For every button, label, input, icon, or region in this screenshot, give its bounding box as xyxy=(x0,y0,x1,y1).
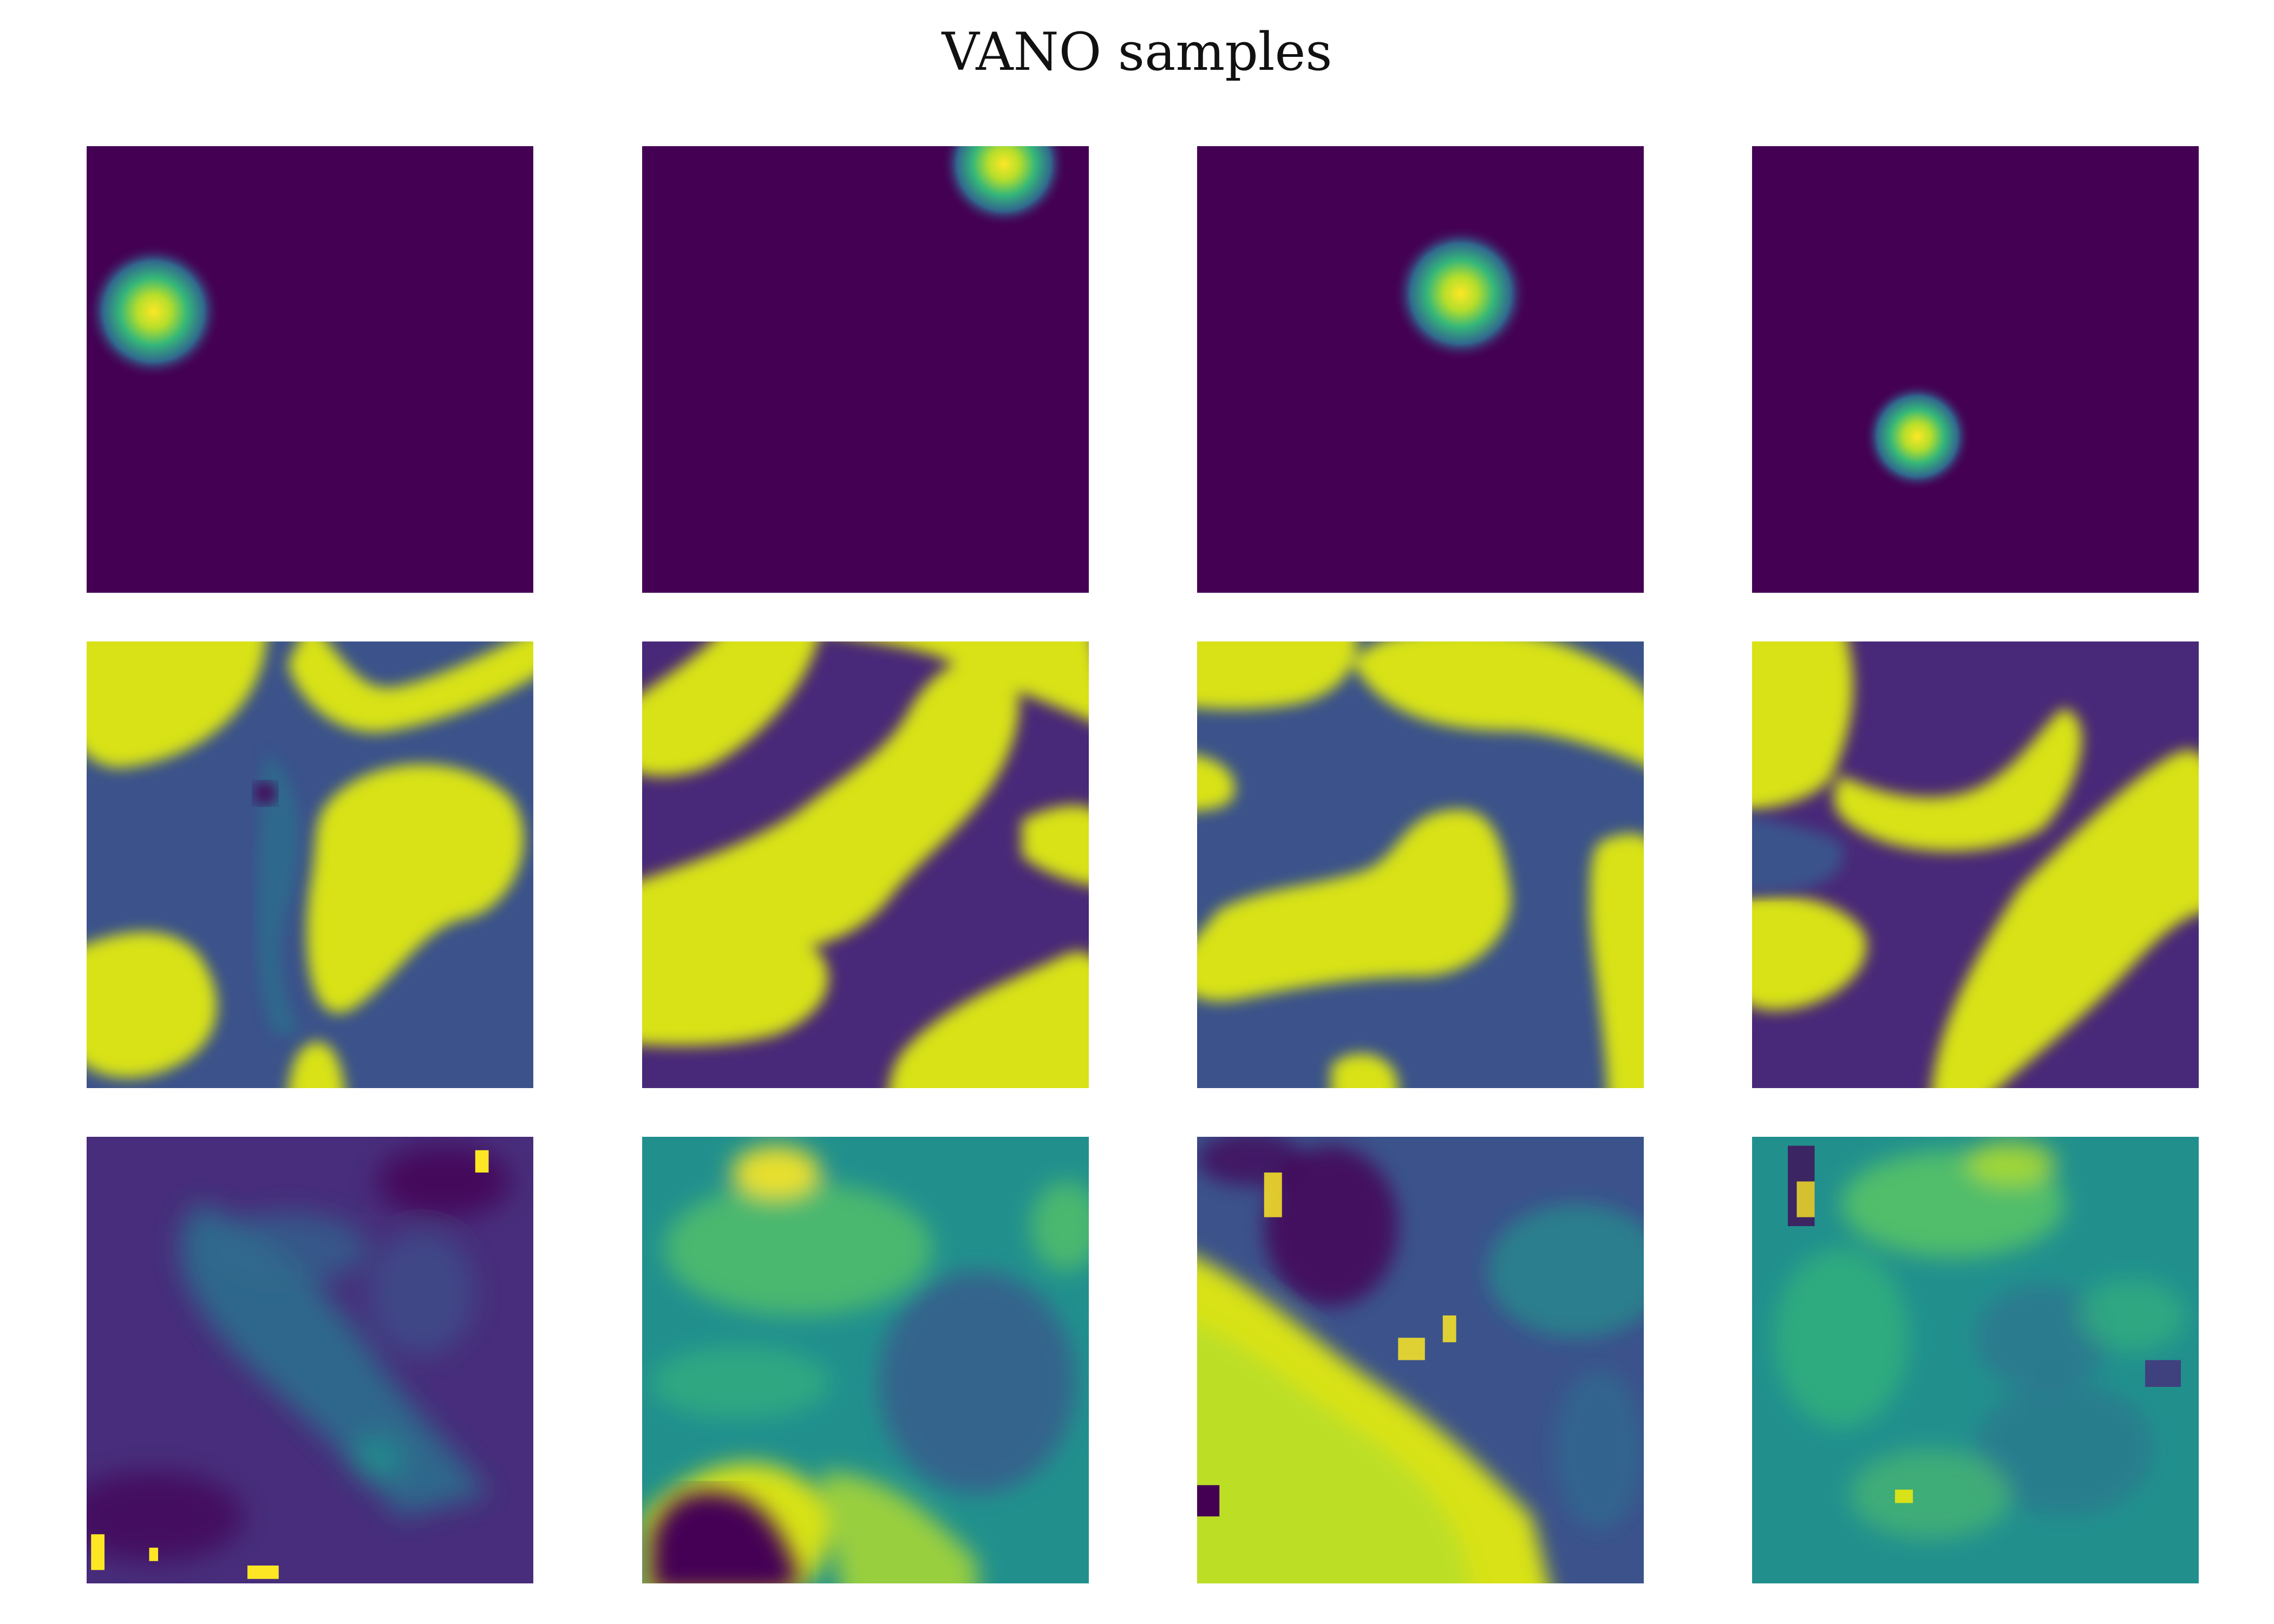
panel-row1-col1 xyxy=(87,146,533,593)
bump xyxy=(1864,383,1971,490)
panel-row2-col3 xyxy=(1197,641,1644,1088)
panel-row2-col4 xyxy=(1752,641,2199,1088)
bump xyxy=(941,146,1067,227)
panel-row2-col1 xyxy=(87,641,533,1088)
panel-row3-col4 xyxy=(1752,1137,2199,1583)
panel-row3-col1 xyxy=(87,1137,533,1583)
panel-row1-col2 xyxy=(642,146,1089,593)
bump xyxy=(1394,226,1528,361)
bump xyxy=(87,244,221,378)
panel-row1-col3 xyxy=(1197,146,1644,593)
figure-title: VANO samples xyxy=(942,22,1332,82)
panel-row1-col4 xyxy=(1752,146,2199,593)
panel-row3-col3 xyxy=(1197,1137,1644,1583)
panel-row3-col2 xyxy=(642,1137,1089,1583)
panel-row2-col2 xyxy=(642,641,1089,1088)
